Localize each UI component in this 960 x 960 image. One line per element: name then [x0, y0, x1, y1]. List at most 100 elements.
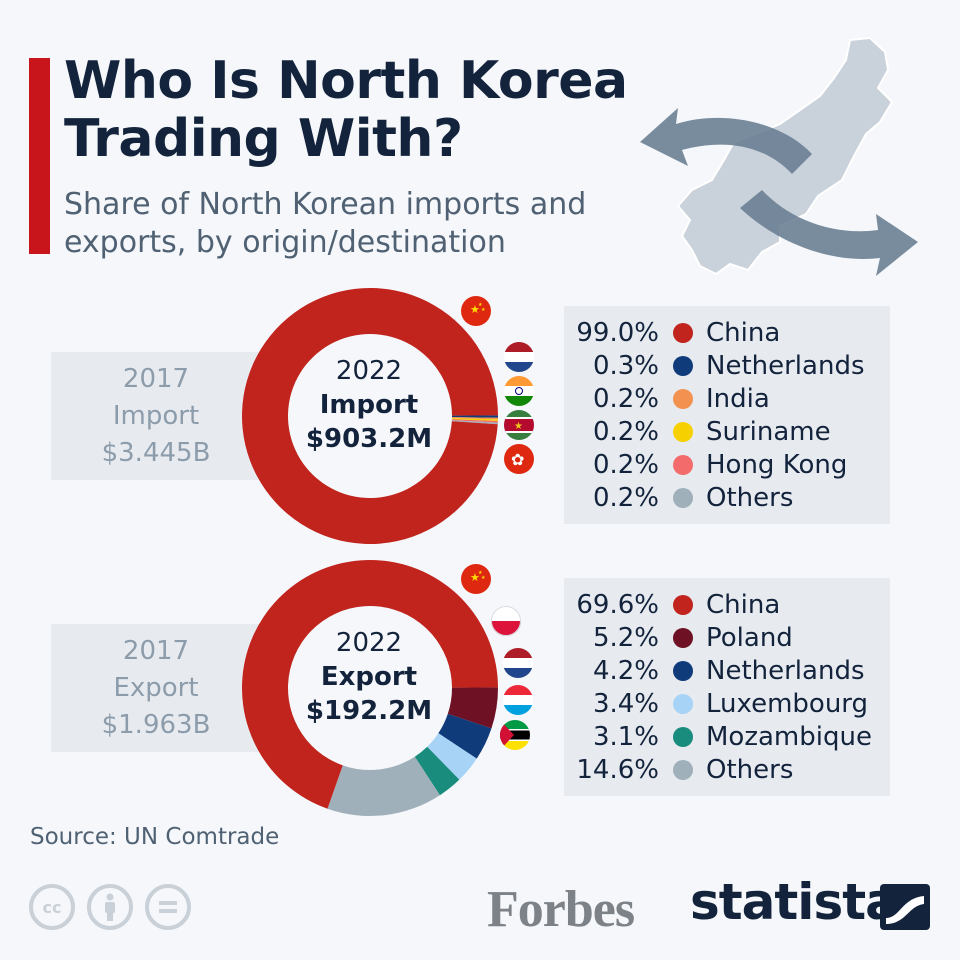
export-slice-china: [242, 560, 498, 809]
export-slice-netherlands: [438, 713, 492, 759]
export-legend-row: 3.4% Luxembourg: [564, 687, 890, 720]
export-slice-mozambique: [414, 746, 460, 796]
no-derivatives-icon[interactable]: [144, 883, 192, 931]
import-legend-value: 99.0%: [576, 317, 659, 348]
import-legend-label: China: [706, 317, 781, 348]
export-legend-label: Netherlands: [706, 655, 865, 686]
luxembourg-flag-icon: [503, 685, 533, 715]
export-legend-label: Others: [706, 754, 794, 785]
export-legend-row: 14.6% Others: [564, 753, 890, 786]
north-korea-map-icon: [640, 36, 918, 276]
export-legend-swatch: [673, 693, 693, 714]
export-legend-value: 14.6%: [576, 754, 659, 785]
import-legend-value: 0.2%: [592, 383, 659, 414]
prev-year: 2017: [122, 635, 190, 666]
china-flag-icon: ★ ★ ★: [461, 296, 491, 326]
export-legend: 69.6% China 5.2% Poland 4.2% Netherlands 3.4% L…: [564, 578, 890, 796]
import-legend-swatch: [673, 388, 693, 409]
source-note: Source: UN Comtrade: [30, 824, 280, 850]
export-donut-center: 2022 Export $192.2M: [289, 626, 449, 728]
import-slice-others: [451, 420, 498, 425]
export-slice-poland: [447, 687, 499, 729]
export-legend-value: 3.4%: [592, 688, 659, 719]
netherlands-flag-icon: [503, 648, 533, 678]
import-legend-value: 0.2%: [592, 416, 659, 447]
china-flag-icon: ★ ★ ★: [461, 564, 491, 594]
prev-value: $3.445B: [101, 437, 211, 468]
prev-value: $1.963B: [101, 709, 211, 740]
suriname-flag-icon: ★: [504, 410, 534, 440]
netherlands-flag-icon: [504, 342, 534, 372]
donut-kind: Import: [319, 390, 419, 420]
import-legend-value: 0.2%: [592, 449, 659, 480]
export-legend-value: 4.2%: [592, 655, 659, 686]
import-legend-swatch: [673, 355, 693, 376]
export-legend-swatch: [673, 594, 693, 615]
export-donut-chart: [242, 560, 499, 816]
donut-year: 2022: [335, 356, 403, 386]
import-legend-row: 0.2% Hong Kong: [564, 448, 890, 481]
import-slice-india: [451, 417, 498, 420]
export-legend-label: China: [706, 589, 781, 620]
export-legend-swatch: [673, 759, 693, 780]
import-legend: 99.0% China 0.3% Netherlands 0.2% India 0.2% Su…: [564, 306, 890, 524]
import-legend-row: 0.2% Suriname: [564, 415, 890, 448]
attribution-icon[interactable]: [86, 883, 134, 931]
export-legend-row: 69.6% China: [564, 588, 890, 621]
creative-commons-icon[interactable]: cc: [28, 883, 76, 931]
import-slice-hong-kong: [451, 419, 498, 423]
donut-value: $903.2M: [305, 424, 433, 454]
import-legend-row: 0.3% Netherlands: [564, 349, 890, 382]
donut-year: 2022: [335, 628, 403, 658]
title-line-1: Who Is North Korea: [64, 51, 628, 111]
svg-text:✿: ✿: [511, 450, 524, 469]
import-legend-swatch: [673, 487, 693, 508]
svg-text:cc: cc: [43, 898, 62, 917]
title-line-2: Trading With?: [64, 109, 463, 169]
poland-flag-icon: [491, 606, 521, 636]
import-donut-chart: [242, 287, 498, 544]
export-legend-label: Luxembourg: [706, 688, 869, 719]
svg-text:★: ★: [478, 570, 483, 576]
donut-value: $192.2M: [305, 696, 433, 726]
prev-label: Import: [112, 400, 200, 431]
export-legend-swatch: [673, 627, 693, 648]
export-slice-luxembourg: [427, 733, 477, 780]
import-legend-value: 0.2%: [592, 482, 659, 513]
svg-text:★: ★: [481, 575, 486, 581]
import-legend-label: Netherlands: [706, 350, 865, 381]
import-legend-label: Others: [706, 482, 794, 513]
statista-logo-icon: [880, 884, 930, 930]
prev-year-export-box: 2017 Export $1.963B: [51, 624, 261, 752]
import-legend-swatch: [673, 421, 693, 442]
export-legend-value: 3.1%: [592, 721, 659, 752]
export-legend-swatch: [673, 726, 693, 747]
prev-year-import-box: 2017 Import $3.445B: [51, 352, 261, 480]
export-slice-others: [327, 756, 440, 816]
svg-text:★: ★: [481, 307, 486, 313]
export-legend-label: Poland: [706, 622, 793, 653]
accent-bar: [29, 58, 50, 254]
license-icons: cc: [28, 883, 192, 931]
export-legend-row: 3.1% Mozambique: [564, 720, 890, 753]
prev-year: 2017: [122, 363, 190, 394]
export-legend-value: 5.2%: [592, 622, 659, 653]
svg-text:★: ★: [470, 571, 480, 584]
import-legend-value: 0.3%: [592, 350, 659, 381]
hong-kong-flag-icon: ✿: [504, 444, 534, 474]
import-legend-row: 0.2% Others: [564, 481, 890, 514]
export-legend-row: 4.2% Netherlands: [564, 654, 890, 687]
page-subtitle: Share of North Korean imports and export…: [64, 187, 587, 260]
donut-kind: Export: [320, 662, 418, 692]
import-slice-china: [242, 287, 498, 544]
prev-label: Export: [113, 672, 199, 703]
export-legend-value: 69.6%: [576, 589, 659, 620]
import-legend-swatch: [673, 454, 693, 475]
page-title: Who Is North Korea Trading With?: [64, 52, 628, 168]
export-legend-row: 5.2% Poland: [564, 621, 890, 654]
svg-text:★: ★: [514, 421, 523, 432]
import-legend-label: India: [706, 383, 770, 414]
india-flag-icon: [504, 376, 534, 406]
import-legend-swatch: [673, 322, 693, 343]
import-legend-label: Suriname: [706, 416, 831, 447]
